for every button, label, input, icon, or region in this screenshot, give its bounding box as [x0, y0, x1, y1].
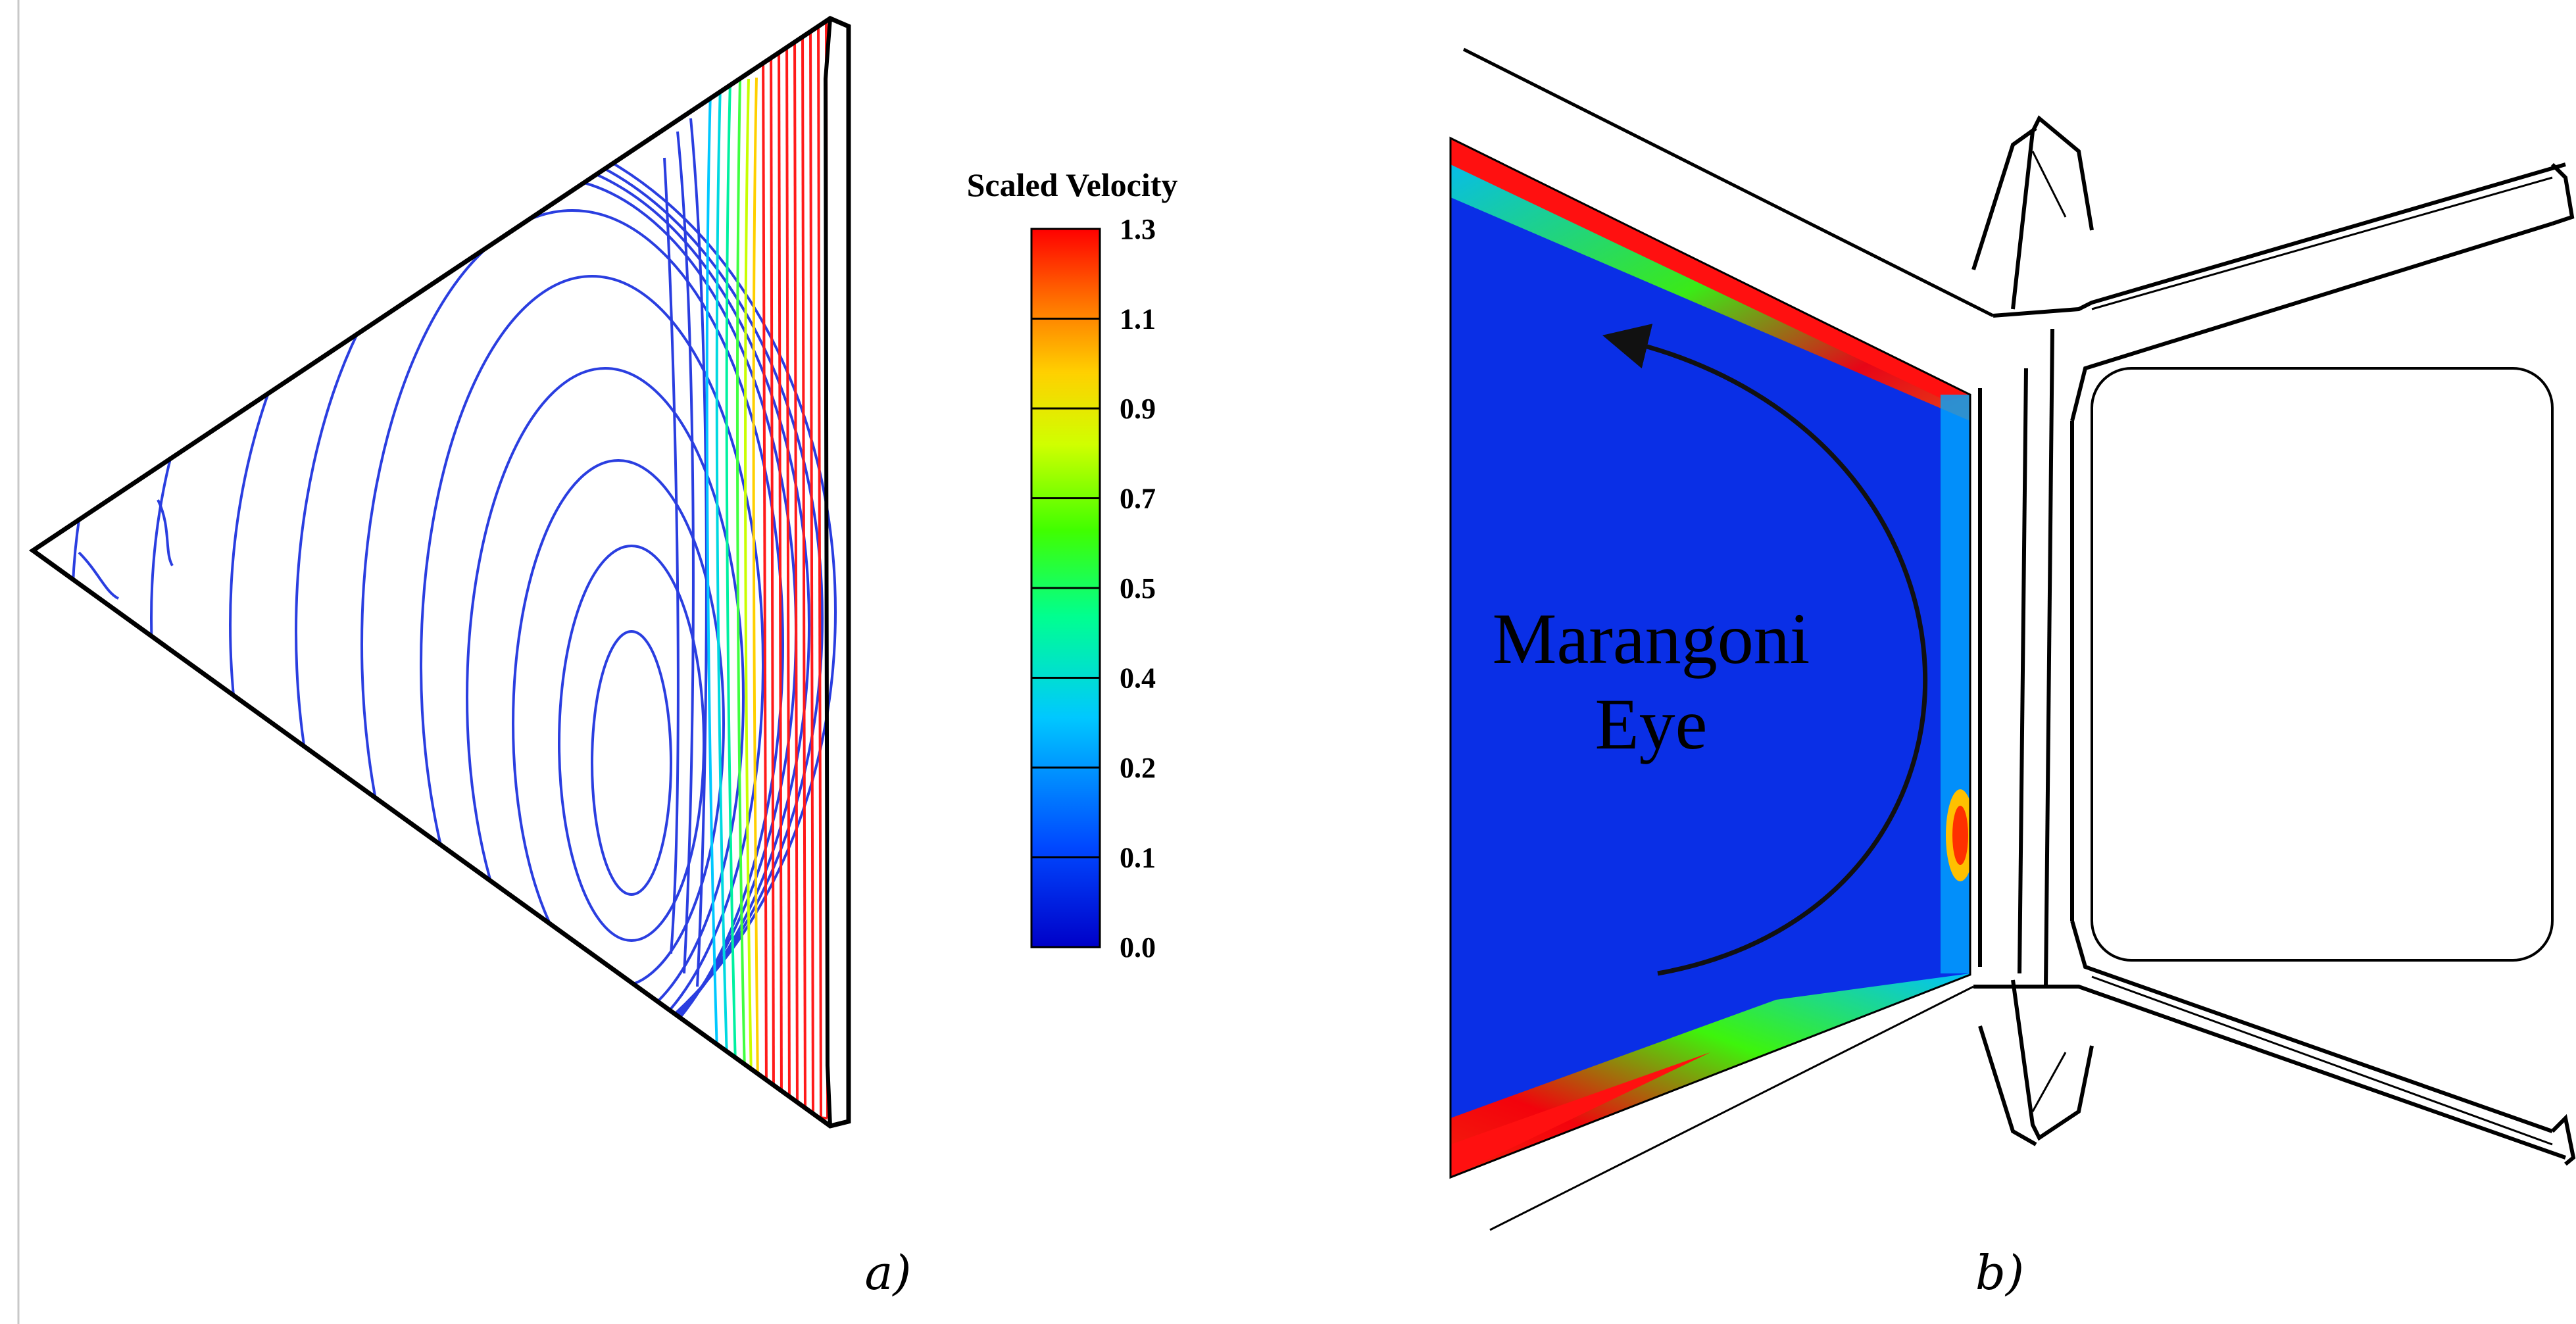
pore-throat-structure — [1971, 115, 2576, 1166]
panel-b-marangoni: Marangoni Eye — [1449, 47, 2576, 1231]
colorbar-tick-label: 1.1 — [1120, 303, 1156, 335]
colorbar-tick-label: 0.0 — [1120, 931, 1156, 964]
colorbar-tick-label: 1.3 — [1120, 213, 1156, 245]
blue-streamlines — [71, 117, 837, 1106]
right-pore-outline — [2091, 367, 2554, 962]
contour-domain-outline — [1449, 136, 1971, 1179]
tube-inner-lines — [2031, 151, 2553, 1146]
wall-line-bottom — [1489, 985, 1974, 1231]
colorbar-tick-label: 0.9 — [1120, 393, 1156, 425]
colorbar-ticks: 1.3 1.1 0.9 0.7 0.5 0.4 0.2 0.1 0.0 — [1031, 213, 1156, 964]
panel-a-label: a) — [864, 1245, 911, 1300]
panel-b-label: b) — [1975, 1245, 2024, 1300]
streamline-field — [71, 22, 837, 1119]
panel-a-streamlines — [28, 16, 851, 1129]
colorbar-title: Scaled Velocity — [967, 166, 1178, 203]
colorbar-tick-label: 0.4 — [1120, 662, 1156, 695]
annotation-marangoni: Marangoni — [1493, 599, 1810, 679]
meniscus-wall — [823, 18, 832, 1127]
red-streamlines — [762, 22, 829, 1119]
colorbar-tick-label: 0.1 — [1120, 842, 1156, 874]
colorbar-tick-label: 0.5 — [1120, 572, 1156, 604]
colorbar-tick-label: 0.2 — [1120, 752, 1156, 784]
annotation-eye: Eye — [1595, 684, 1707, 764]
colorbar: Scaled Velocity 1.3 1.1 0.9 0.7 0.5 0.4 0.2 0.1… — [967, 166, 1178, 964]
triangle-domain-outline — [28, 16, 851, 1129]
marangoni-flow-arrow — [1602, 324, 1928, 976]
wall-line-top — [1462, 47, 1994, 318]
colorbar-tick-label: 0.7 — [1120, 483, 1156, 515]
cyan-streamlines — [705, 77, 759, 1086]
